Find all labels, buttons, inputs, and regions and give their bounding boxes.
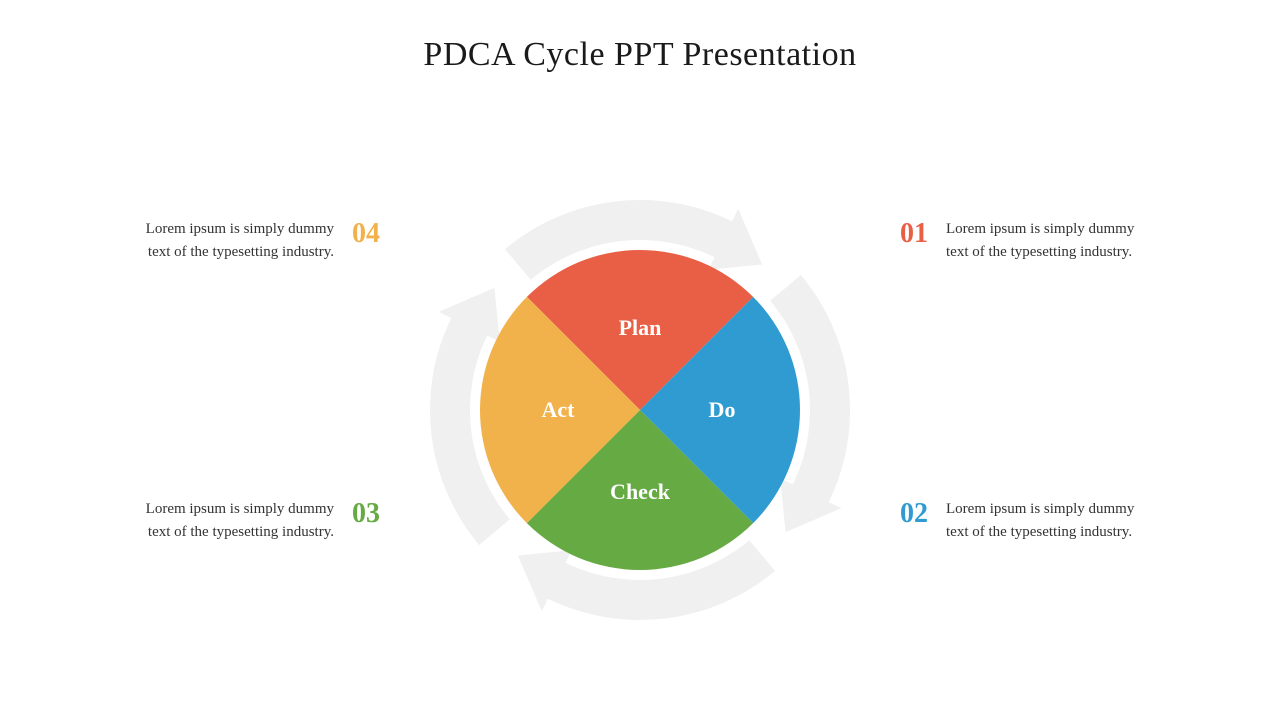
pdca-diagram: Plan Do Check Act: [420, 190, 860, 630]
callout-text: Lorem ipsum is simply dummy text of the …: [946, 218, 1156, 263]
pie-label-act: Act: [542, 397, 575, 423]
pie-label-plan: Plan: [619, 315, 662, 341]
callout-number: 04: [352, 218, 400, 248]
callout-text: Lorem ipsum is simply dummy text of the …: [124, 498, 334, 543]
pie-label-check: Check: [610, 479, 670, 505]
callout-01: 01 Lorem ipsum is simply dummy text of th…: [880, 218, 1170, 263]
pie-label-do: Do: [709, 397, 736, 423]
callout-text: Lorem ipsum is simply dummy text of the …: [124, 218, 334, 263]
callout-03: 03 Lorem ipsum is simply dummy text of th…: [110, 498, 400, 543]
callout-02: 02 Lorem ipsum is simply dummy text of th…: [880, 498, 1170, 543]
callout-number: 02: [880, 498, 928, 528]
callout-number: 01: [880, 218, 928, 248]
page-title: PDCA Cycle PPT Presentation: [0, 0, 1280, 74]
callout-04: 04 Lorem ipsum is simply dummy text of th…: [110, 218, 400, 263]
callout-text: Lorem ipsum is simply dummy text of the …: [946, 498, 1156, 543]
pdca-pie: [480, 250, 800, 570]
callout-number: 03: [352, 498, 400, 528]
